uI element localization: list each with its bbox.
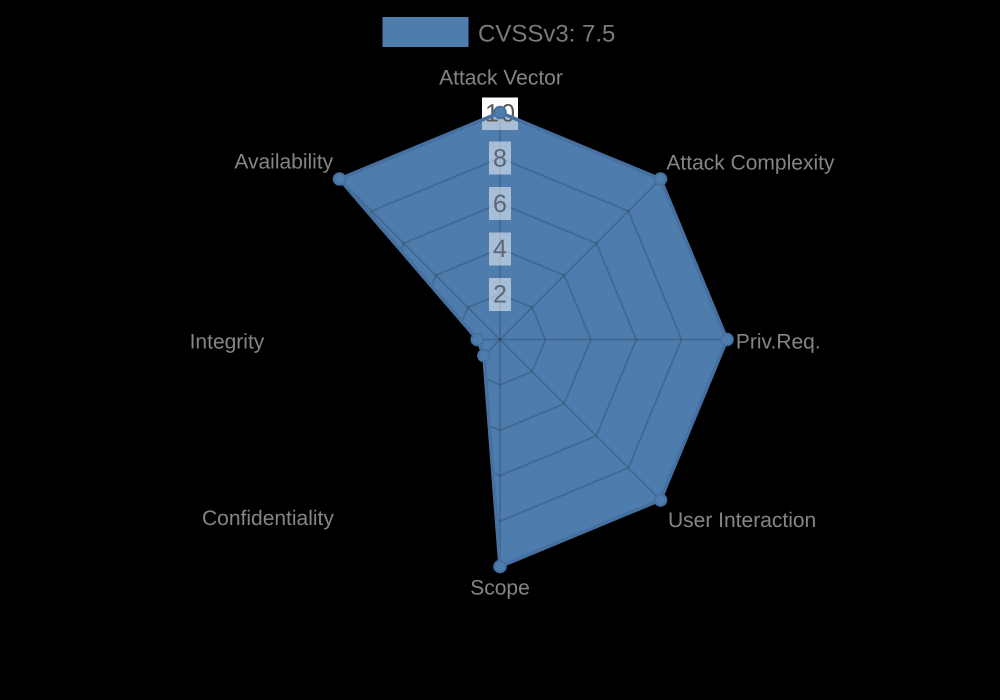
svg-text:Scope: Scope — [470, 576, 530, 599]
svg-text:8: 8 — [493, 144, 507, 172]
svg-text:Availability: Availability — [234, 150, 333, 173]
svg-text:User Interaction: User Interaction — [668, 509, 816, 532]
svg-text:Priv.Req.: Priv.Req. — [736, 331, 821, 354]
svg-text:CVSSv3: 7.5: CVSSv3: 7.5 — [478, 21, 615, 48]
svg-text:6: 6 — [493, 190, 507, 218]
svg-text:4: 4 — [493, 235, 507, 263]
svg-text:Confidentiality: Confidentiality — [202, 507, 334, 530]
svg-text:Attack Complexity: Attack Complexity — [666, 152, 835, 175]
svg-text:Integrity: Integrity — [190, 331, 265, 354]
svg-text:Attack Vector: Attack Vector — [439, 67, 563, 90]
svg-text:2: 2 — [493, 281, 507, 309]
